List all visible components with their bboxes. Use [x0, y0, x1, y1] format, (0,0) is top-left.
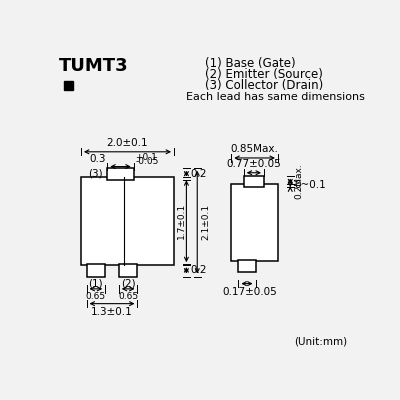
Text: 1.7±0.1: 1.7±0.1	[176, 203, 186, 239]
Bar	[81, 177, 174, 265]
Text: TUMT3: TUMT3	[59, 57, 129, 75]
Text: 0.17±0.05: 0.17±0.05	[223, 287, 278, 297]
Text: (3): (3)	[88, 169, 103, 179]
Text: 0.77±0.05: 0.77±0.05	[226, 159, 281, 169]
Bar	[231, 184, 278, 260]
Text: 0~0.1: 0~0.1	[294, 180, 326, 190]
Text: 0.3: 0.3	[89, 154, 106, 164]
Text: -0.05: -0.05	[135, 157, 159, 166]
Text: Each lead has same dimensions: Each lead has same dimensions	[186, 92, 365, 102]
Bar	[107, 168, 134, 180]
Bar	[64, 81, 73, 90]
Text: (2): (2)	[121, 278, 136, 288]
Bar	[244, 176, 264, 187]
Text: 2.0±0.1: 2.0±0.1	[107, 138, 148, 148]
Text: (1) Base (Gate): (1) Base (Gate)	[205, 57, 296, 70]
Text: (1): (1)	[88, 278, 103, 288]
Bar	[238, 260, 256, 272]
Text: (2) Emitter (Source): (2) Emitter (Source)	[205, 68, 323, 81]
Text: 0.65: 0.65	[86, 292, 106, 301]
Bar	[119, 264, 138, 276]
Text: 0.2Max.: 0.2Max.	[294, 164, 303, 199]
Text: (Unit:mm): (Unit:mm)	[294, 337, 348, 347]
Text: 0.2: 0.2	[190, 265, 207, 275]
Text: 0.65: 0.65	[118, 292, 138, 301]
Bar	[86, 264, 105, 276]
Text: 1.3±0.1: 1.3±0.1	[91, 307, 133, 317]
Text: +0.1: +0.1	[135, 153, 157, 162]
Text: 0.2: 0.2	[190, 169, 207, 179]
Text: 2.1±0.1: 2.1±0.1	[201, 204, 210, 240]
Text: 0.85Max.: 0.85Max.	[231, 144, 278, 154]
Text: (3) Collector (Drain): (3) Collector (Drain)	[205, 79, 323, 92]
